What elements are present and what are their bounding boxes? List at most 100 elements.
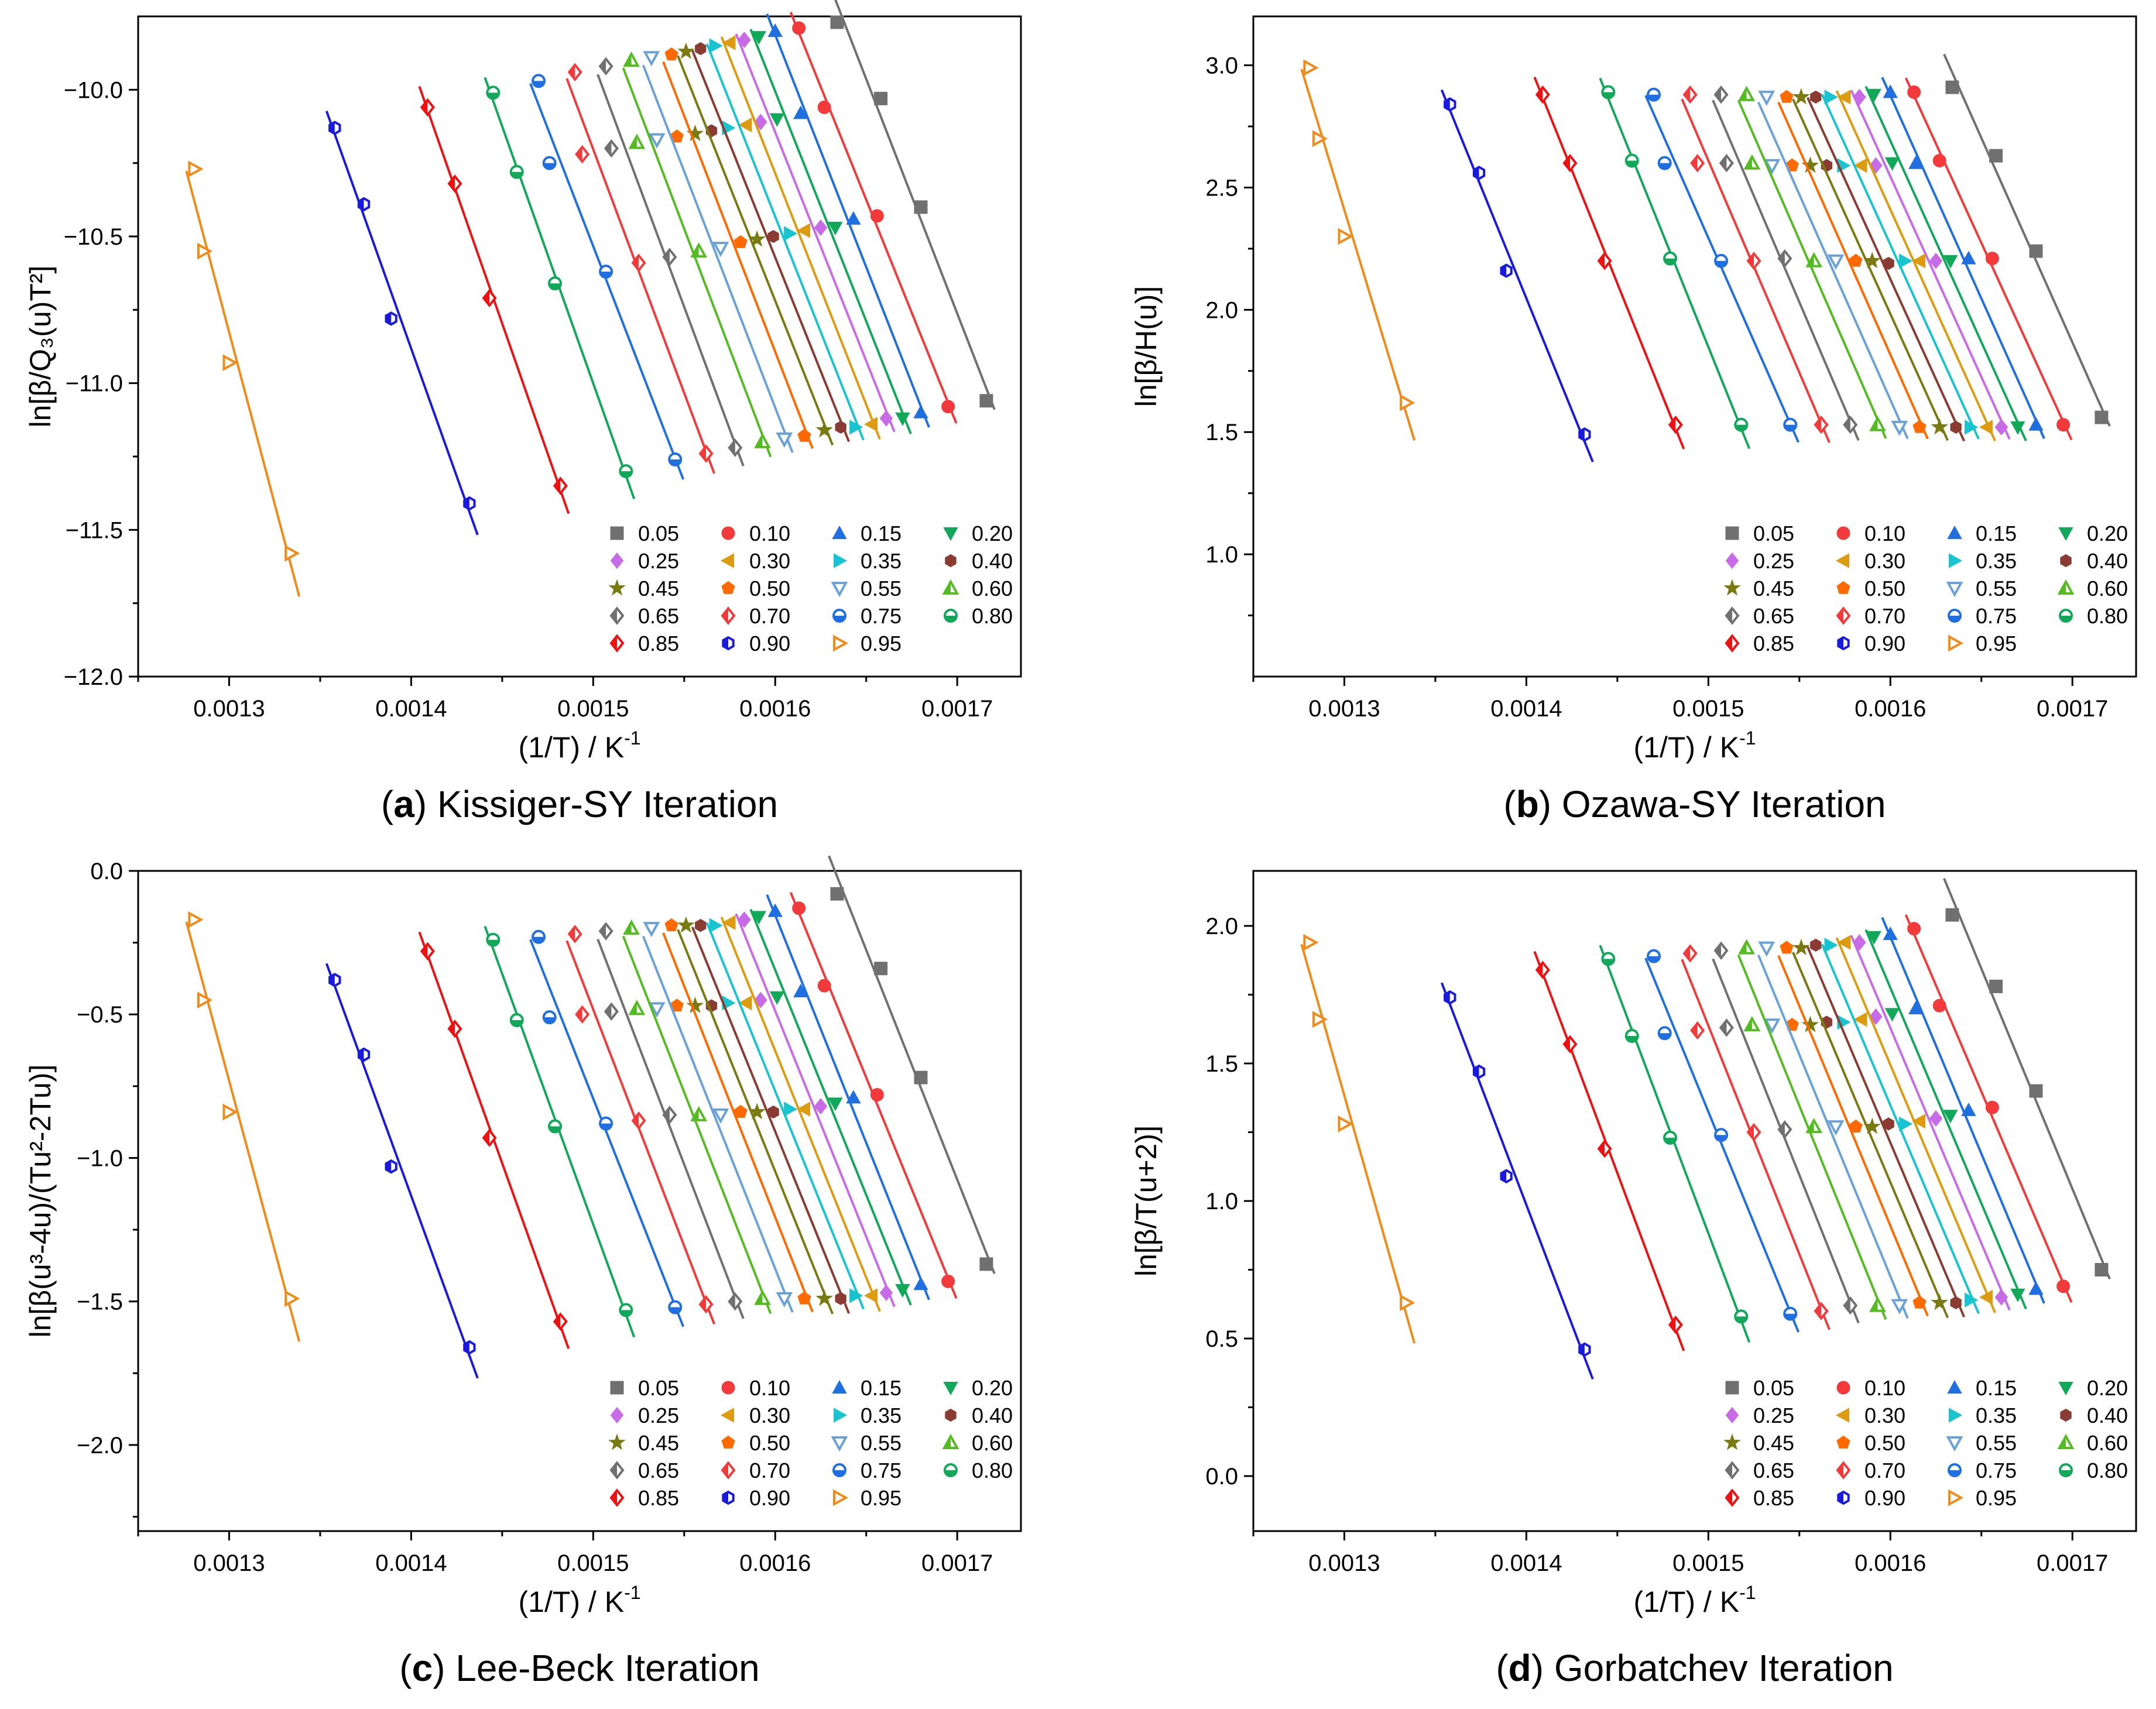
data-point-0.25 [1853, 88, 1866, 106]
data-point-0.80 [549, 283, 561, 290]
legend-label: 0.45 [638, 576, 679, 600]
data-point-0.65 [663, 1107, 670, 1123]
data-point-0.50 [664, 918, 678, 932]
data-point-0.10 [792, 901, 806, 915]
data-point-0.90 [386, 313, 392, 325]
panel-caption: (a) Kissiger-SY Iteration [381, 783, 778, 825]
fit-line-0.90 [1440, 982, 1594, 1380]
data-point-0.65 [1720, 1020, 1727, 1035]
data-point-0.45 [1792, 88, 1810, 105]
legend-marker-0.70 [1838, 608, 1843, 623]
data-point-0.55 [712, 1108, 729, 1124]
legend-marker-0.60 [2059, 1436, 2066, 1448]
data-point-0.05 [979, 394, 993, 408]
data-point-0.70 [1815, 417, 1822, 433]
fit-line-0.40 [1806, 946, 1966, 1318]
legend-marker-0.70 [722, 1463, 728, 1478]
x-tick-label: 0.0016 [739, 1550, 811, 1576]
data-point-0.50 [1780, 90, 1794, 103]
data-point-0.60 [692, 1108, 699, 1120]
data-point-0.55 [1763, 1018, 1781, 1034]
data-point-0.35 [1824, 90, 1838, 105]
legend-marker-0.25 [610, 1406, 624, 1424]
data-point-0.45 [1931, 418, 1948, 435]
y-tick-label: 2.0 [1205, 297, 1238, 323]
data-point-0.70 [1748, 253, 1754, 269]
data-point-0.45 [815, 1289, 833, 1306]
legend-label: 0.45 [1753, 1431, 1794, 1455]
data-point-0.65 [605, 1004, 612, 1019]
legend-label: 0.90 [749, 632, 790, 656]
x-tick-label: 0.0017 [921, 1550, 993, 1576]
legend-label: 0.30 [749, 1403, 790, 1427]
fit-line-0.45 [677, 929, 834, 1315]
data-point-0.75 [669, 1307, 681, 1313]
legend-marker-0.50 [1836, 581, 1850, 594]
data-point-0.45 [748, 1103, 766, 1120]
chart-panel-d: 0.0013 0.0014 0.0015 0.0016 0.0017 0.0 0.5 1.0 1… [1130, 870, 2137, 1689]
legend-marker-0.35 [1949, 553, 1963, 568]
chart-panel-b: 0.0013 0.0014 0.0015 0.0016 0.0017 1.0 1.5 2.0 2… [1130, 15, 2137, 825]
legend-label: 0.15 [1976, 1376, 2017, 1400]
data-point-0.10 [792, 21, 806, 35]
fit-line-0.20 [1864, 85, 2027, 441]
legend-label: 0.50 [749, 1431, 790, 1455]
data-point-0.15 [1961, 250, 1976, 265]
legend-marker-0.70 [722, 608, 728, 623]
fit-line-0.45 [1792, 98, 1949, 441]
data-point-0.80 [1664, 258, 1677, 265]
legend-label: 0.30 [1864, 549, 1905, 573]
x-axis-label: (1/T) / K-1 [1633, 1582, 1756, 1618]
legend-marker-0.65 [611, 1463, 617, 1478]
fit-line-0.90 [325, 111, 479, 536]
data-point-0.90 [386, 1161, 392, 1173]
legend-label: 0.25 [1753, 1403, 1794, 1427]
data-point-0.90 [1579, 1343, 1585, 1355]
legend-label: 0.60 [972, 576, 1013, 600]
data-point-0.65 [663, 249, 670, 265]
legend-marker-0.30 [720, 553, 734, 568]
data-point-0.30 [1979, 420, 1993, 435]
legend-label: 0.20 [2087, 1376, 2128, 1400]
legend-label: 0.85 [1753, 632, 1794, 656]
data-point-0.20 [2010, 1288, 2025, 1302]
data-point-0.95 [1338, 1116, 1353, 1133]
data-point-0.30 [1911, 253, 1925, 269]
data-point-0.70 [700, 446, 707, 461]
data-point-0.05 [1945, 80, 1959, 94]
x-tick-label: 0.0015 [557, 696, 629, 722]
x-tick-label: 0.0014 [375, 696, 447, 722]
data-point-0.95 [222, 354, 238, 371]
fit-line-0.70 [1681, 98, 1831, 444]
data-point-0.10 [817, 100, 831, 114]
y-tick-label: 0.0 [1205, 1464, 1238, 1490]
data-point-0.40 [1883, 256, 1894, 270]
data-point-0.70 [1748, 1125, 1754, 1140]
fit-line-0.95 [185, 921, 301, 1342]
data-point-0.45 [1792, 939, 1810, 956]
data-point-0.35 [1899, 253, 1913, 269]
data-point-0.10 [941, 1274, 955, 1288]
data-point-0.50 [1912, 420, 1927, 433]
legend-marker-0.20 [943, 527, 958, 541]
data-point-0.55 [1758, 90, 1775, 107]
data-point-0.95 [188, 911, 204, 928]
legend-marker-0.85 [611, 636, 617, 651]
fit-line-0.30 [1835, 937, 1996, 1313]
data-point-0.85 [421, 99, 428, 115]
data-point-0.85 [1670, 1317, 1676, 1332]
data-point-0.20 [895, 1284, 910, 1298]
data-point-0.20 [1884, 157, 1900, 171]
data-point-0.75 [543, 1017, 556, 1024]
legend-marker-0.45 [608, 1433, 626, 1450]
legend-label: 0.70 [1864, 1459, 1905, 1482]
data-point-0.60 [625, 54, 632, 66]
data-point-0.60 [1745, 156, 1752, 169]
data-point-0.75 [1648, 956, 1660, 962]
data-point-0.95 [197, 242, 213, 260]
legend-marker-0.55 [831, 582, 848, 598]
y-tick-label: 1.0 [1205, 542, 1238, 568]
data-point-0.45 [677, 42, 695, 59]
data-point-0.80 [510, 171, 523, 178]
legend-marker-0.75 [1949, 1470, 1960, 1476]
